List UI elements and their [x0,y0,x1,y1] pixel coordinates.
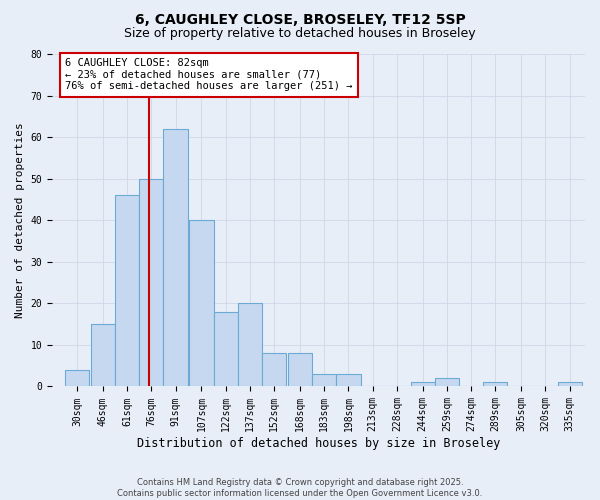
Bar [115,196,139,386]
Bar [91,324,115,386]
Text: Size of property relative to detached houses in Broseley: Size of property relative to detached ho… [124,28,476,40]
Bar [557,382,582,386]
Bar [262,353,286,386]
Bar [214,312,238,386]
Bar [312,374,336,386]
Bar [410,382,435,386]
Bar [163,129,188,386]
Text: 6, CAUGHLEY CLOSE, BROSELEY, TF12 5SP: 6, CAUGHLEY CLOSE, BROSELEY, TF12 5SP [134,12,466,26]
Bar [238,304,262,386]
Bar [435,378,459,386]
Bar [65,370,89,386]
Bar [483,382,508,386]
Bar [336,374,361,386]
Bar [288,353,312,386]
Y-axis label: Number of detached properties: Number of detached properties [15,122,25,318]
Bar [190,220,214,386]
Text: 6 CAUGHLEY CLOSE: 82sqm
← 23% of detached houses are smaller (77)
76% of semi-de: 6 CAUGHLEY CLOSE: 82sqm ← 23% of detache… [65,58,352,92]
Text: Contains HM Land Registry data © Crown copyright and database right 2025.
Contai: Contains HM Land Registry data © Crown c… [118,478,482,498]
X-axis label: Distribution of detached houses by size in Broseley: Distribution of detached houses by size … [137,437,500,450]
Bar [139,178,163,386]
